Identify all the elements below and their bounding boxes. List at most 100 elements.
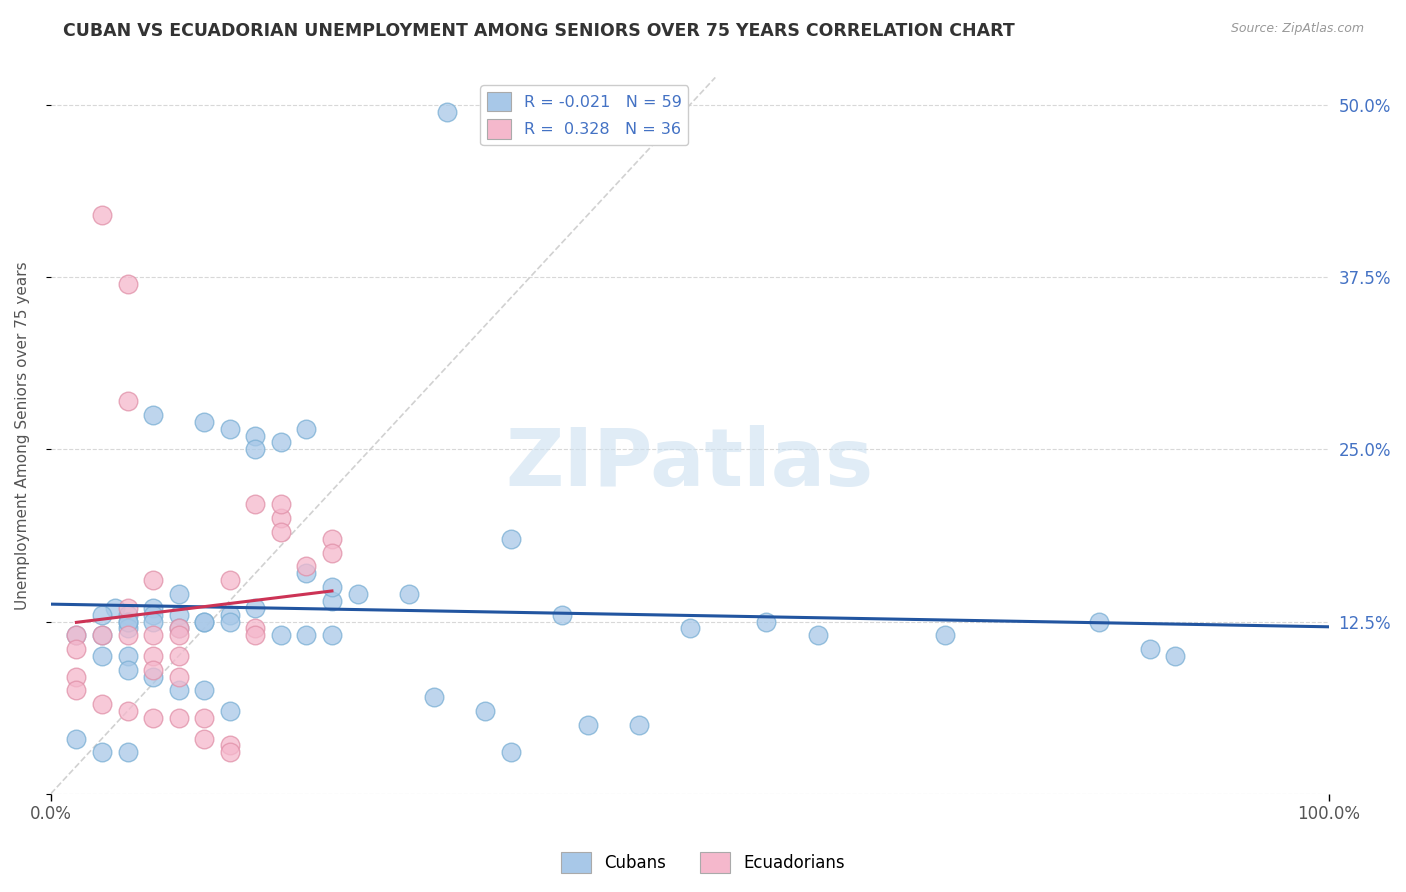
Point	[193, 615, 215, 629]
Point	[193, 415, 215, 429]
Point	[321, 532, 343, 546]
Point	[321, 594, 343, 608]
Text: Source: ZipAtlas.com: Source: ZipAtlas.com	[1230, 22, 1364, 36]
Point	[245, 442, 267, 457]
Point	[436, 104, 458, 119]
Point	[193, 731, 215, 746]
Point	[91, 697, 114, 711]
Point	[167, 587, 190, 601]
Point	[245, 497, 267, 511]
Point	[142, 408, 165, 422]
Point	[295, 559, 318, 574]
Point	[117, 600, 139, 615]
Point	[346, 587, 368, 601]
Point	[117, 663, 139, 677]
Point	[1087, 615, 1109, 629]
Point	[117, 648, 139, 663]
Point	[270, 511, 292, 525]
Point	[218, 422, 240, 436]
Point	[65, 628, 87, 642]
Point	[65, 683, 87, 698]
Point	[167, 683, 190, 698]
Point	[474, 704, 496, 718]
Point	[499, 532, 522, 546]
Text: CUBAN VS ECUADORIAN UNEMPLOYMENT AMONG SENIORS OVER 75 YEARS CORRELATION CHART: CUBAN VS ECUADORIAN UNEMPLOYMENT AMONG S…	[63, 22, 1015, 40]
Point	[142, 711, 165, 725]
Point	[65, 670, 87, 684]
Point	[117, 628, 139, 642]
Point	[576, 718, 599, 732]
Point	[142, 628, 165, 642]
Point	[295, 566, 318, 581]
Point	[65, 628, 87, 642]
Point	[167, 711, 190, 725]
Point	[806, 628, 828, 642]
Point	[218, 573, 240, 587]
Point	[117, 277, 139, 291]
Point	[65, 642, 87, 657]
Point	[245, 600, 267, 615]
Legend: R = -0.021   N = 59, R =  0.328   N = 36: R = -0.021 N = 59, R = 0.328 N = 36	[481, 86, 688, 145]
Point	[167, 621, 190, 635]
Point	[321, 628, 343, 642]
Point	[755, 615, 778, 629]
Point	[167, 648, 190, 663]
Point	[117, 615, 139, 629]
Point	[295, 422, 318, 436]
Point	[117, 394, 139, 409]
Point	[117, 745, 139, 759]
Point	[934, 628, 956, 642]
Point	[117, 607, 139, 622]
Point	[167, 628, 190, 642]
Point	[117, 704, 139, 718]
Legend: Cubans, Ecuadorians: Cubans, Ecuadorians	[554, 846, 852, 880]
Point	[65, 731, 87, 746]
Point	[142, 670, 165, 684]
Point	[91, 607, 114, 622]
Point	[91, 628, 114, 642]
Point	[499, 745, 522, 759]
Point	[218, 745, 240, 759]
Point	[1139, 642, 1161, 657]
Point	[117, 621, 139, 635]
Point	[270, 435, 292, 450]
Point	[193, 615, 215, 629]
Point	[398, 587, 420, 601]
Point	[218, 607, 240, 622]
Point	[321, 580, 343, 594]
Y-axis label: Unemployment Among Seniors over 75 years: Unemployment Among Seniors over 75 years	[15, 261, 30, 610]
Point	[295, 628, 318, 642]
Point	[142, 600, 165, 615]
Point	[91, 628, 114, 642]
Text: ZIPatlas: ZIPatlas	[506, 425, 875, 503]
Point	[218, 615, 240, 629]
Point	[91, 648, 114, 663]
Point	[551, 607, 574, 622]
Point	[245, 628, 267, 642]
Point	[117, 615, 139, 629]
Point	[679, 621, 702, 635]
Point	[104, 600, 127, 615]
Point	[218, 739, 240, 753]
Point	[142, 573, 165, 587]
Point	[167, 607, 190, 622]
Point	[423, 690, 446, 705]
Point	[91, 745, 114, 759]
Point	[245, 428, 267, 442]
Point	[167, 621, 190, 635]
Point	[218, 704, 240, 718]
Point	[142, 663, 165, 677]
Point	[1164, 648, 1187, 663]
Point	[270, 497, 292, 511]
Point	[193, 711, 215, 725]
Point	[270, 524, 292, 539]
Point	[142, 648, 165, 663]
Point	[321, 546, 343, 560]
Point	[91, 208, 114, 222]
Point	[270, 628, 292, 642]
Point	[167, 670, 190, 684]
Point	[245, 621, 267, 635]
Point	[142, 615, 165, 629]
Point	[142, 607, 165, 622]
Point	[627, 718, 650, 732]
